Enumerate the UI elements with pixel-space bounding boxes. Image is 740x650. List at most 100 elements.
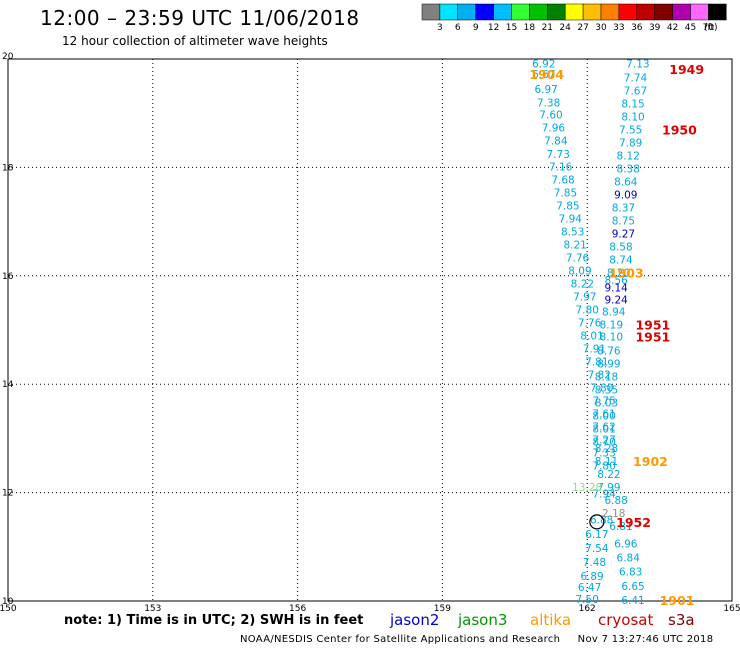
wave-height-point: 13.28 [572,482,602,494]
wave-height-point: 6.88 [604,495,627,507]
wave-height-point: 6.47 [578,582,601,594]
credit-text: NOAA/NESDIS Center for Satellite Applica… [240,634,561,645]
time-annotation: 1949 [669,62,704,77]
wave-height-point: 9.24 [604,295,628,307]
wave-height-point: 6.83 [619,567,642,579]
satellite-legend-item: altika [530,611,572,629]
wave-height-point: 8.15 [621,98,644,110]
scale-tick-label: 21 [541,23,554,33]
wave-height-point: 8.58 [609,242,632,254]
y-tick-label: 14 [2,380,14,390]
wave-height-point: 8.01 [592,424,615,436]
time-annotation: 1901 [660,593,695,608]
wave-height-point: 8.21 [563,239,586,251]
wave-height-point: 7.85 [556,200,579,212]
wave-height-point: 6.89 [580,571,603,583]
scale-tick-label: 30 [595,23,607,33]
wave-height-point: 6.97 [534,84,557,96]
scale-tick-label: 42 [666,23,679,33]
scale-tick-label: 9 [472,23,479,33]
satellite-legend-item: cryosat [598,611,654,629]
wave-height-point: 8.12 [617,150,640,162]
scale-unit-label: (ft) [704,23,718,33]
y-tick-label: 20 [2,52,14,62]
wave-height-point: 8.99 [597,359,620,371]
x-tick-label: 156 [289,604,306,614]
y-tick-label: 12 [2,489,13,499]
plot-frame [7,58,733,602]
wave-height-point: 7.96 [542,122,566,134]
wave-height-point: 8.94 [602,307,626,319]
wave-height-point: 7.94 [592,489,616,501]
wave-height-point: 8.64 [614,176,638,188]
wave-height-point: 8.18 [595,372,618,384]
wave-height-point: 6.84 [617,553,641,565]
wave-height-point: 7.27 [592,434,615,446]
scale-tick-label: 45 [684,23,697,33]
wave-height-point: 7.80 [590,382,613,394]
wave-height-point: 2.18 [602,508,625,520]
satellite-legend-item: jason3 [458,611,508,629]
wave-height-point: 8.37 [612,203,635,215]
time-annotation: 1904 [529,67,564,82]
storm-center-icon [589,514,605,530]
time-annotation: 1951 [635,330,670,345]
scale-tick-label: 36 [631,23,643,33]
wave-height-point: 7.68 [551,174,574,186]
x-tick-label: 150 [0,604,17,614]
wave-height-point: 8.01 [580,330,603,342]
time-annotation: 1952 [616,515,651,530]
wave-height-point: 7.61 [592,408,615,420]
wave-height-point: 8.76 [597,346,621,358]
wave-height-point: 9.09 [614,190,637,202]
time-annotation: 1951 [635,318,670,333]
x-tick-label: 162 [579,604,596,614]
wave-height-point: 7.97 [573,291,596,303]
wave-height-point: 7.74 [624,72,648,84]
wave-height-point: 8.28 [595,443,618,455]
timestamp-text: Nov 7 13:27:46 UTC 2018 [577,634,714,645]
wave-height-point: 7.94 [559,213,583,225]
wave-height-point: 8.03 [595,398,618,410]
wave-height-point: 8.53 [561,226,584,238]
wave-height-point: 9.27 [612,229,635,241]
time-annotation: 1902 [633,454,668,469]
wave-height-point: 8.19 [600,320,623,332]
scale-swatch [708,3,727,21]
wave-height-point: 7.82 [588,369,611,381]
wave-height-point: 7.75 [592,395,615,407]
wave-height-point: 7.33 [592,447,615,459]
wave-height-point: 7.84 [544,135,568,147]
wave-height-point: 8.09 [568,265,591,277]
y-tick-label: 18 [2,163,14,173]
y-tick-label: 10 [2,597,14,607]
time-annotation: 1950 [662,122,697,137]
wave-height-point: 7.76 [566,252,590,264]
x-tick-label: 159 [434,604,451,614]
x-tick-label: 165 [723,604,740,614]
wave-height-point: 8.74 [609,255,633,267]
scale-tick-label: 15 [505,23,518,33]
wave-height-point: 7.80 [592,461,615,473]
scale-tick-label: 12 [487,23,500,33]
scale-tick-label: 3 [437,23,443,33]
wave-height-point: 7.48 [583,557,606,569]
wave-height-point: 6.92 [532,58,555,70]
wave-height-point: 7.89 [619,137,642,149]
wave-height-point: 7.16 [549,161,573,173]
wave-height-point: 7.62 [592,421,615,433]
wave-height-point: 7.81 [585,356,608,368]
wave-height-point: 8.56 [604,275,628,287]
wave-height-point: 9.14 [604,283,628,295]
time-annotation: 1903 [609,266,644,281]
wave-height-point: 8.22 [571,278,594,290]
satellite-legend-item: s3a [668,611,695,629]
wave-height-point: 6.17 [585,529,608,541]
footer-note: note: 1) Time is in UTC; 2) SWH is in fe… [64,613,364,628]
wave-height-point: 8.00 [592,411,615,423]
footer-credit: NOAA/NESDIS Center for Satellite Applica… [240,634,713,645]
wave-height-point: 6.41 [621,595,644,607]
scale-tick-label: 18 [523,23,536,33]
wave-height-point: 8.20 [607,268,630,280]
wave-height-point: 8.75 [612,216,635,228]
